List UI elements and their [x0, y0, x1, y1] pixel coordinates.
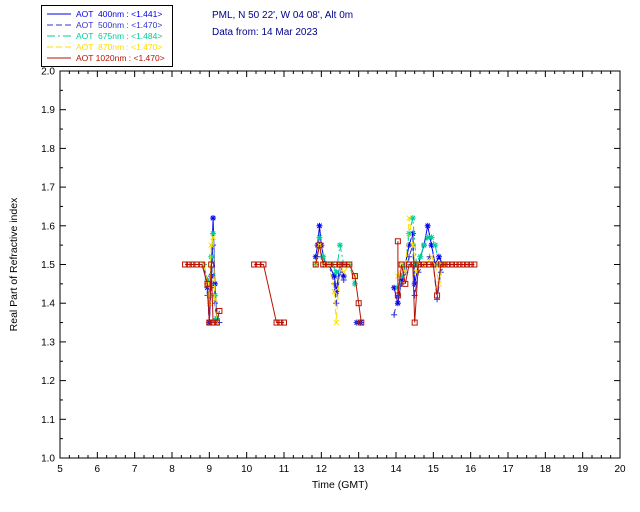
series-line-aot-1020nm — [254, 264, 284, 323]
y-tick-label: 1.5 — [41, 260, 55, 271]
y-tick-label: 1.1 — [41, 415, 55, 426]
series-aot-1020nm — [182, 238, 478, 326]
legend-line-sample-aot-400nm — [47, 13, 71, 15]
x-tick-label: 9 — [207, 464, 213, 475]
series-line-aot-1020nm — [315, 245, 362, 323]
y-tick-label: 1.4 — [41, 299, 55, 310]
x-tick-label: 12 — [316, 464, 328, 475]
legend-label-aot-500nm: AOT 500nm : <1.470> — [76, 20, 163, 30]
legend-entry-aot-400nm: AOT 400nm : <1.441> — [46, 9, 165, 19]
legend-line-sample-aot-870nm — [47, 46, 71, 48]
legend-entry-aot-500nm: AOT 500nm : <1.470> — [46, 20, 165, 30]
legend-line-sample-aot-675nm — [47, 35, 71, 37]
y-tick-label: 1.7 — [41, 183, 55, 194]
series-aot-500nm — [200, 242, 448, 326]
legend-label-aot-1020nm: AOT 1020nm : <1.470> — [76, 53, 165, 63]
x-tick-label: 11 — [279, 464, 290, 475]
x-tick-label: 10 — [241, 464, 253, 475]
x-tick-label: 16 — [465, 464, 477, 475]
legend-label-aot-675nm: AOT 675nm : <1.484> — [76, 31, 163, 41]
legend-box: AOT 400nm : <1.441> AOT 500nm : <1.470> AO… — [41, 5, 173, 67]
x-tick-label: 7 — [132, 464, 138, 475]
x-axis-title: Time (GMT) — [312, 479, 368, 491]
y-tick-label: 1.8 — [41, 144, 55, 155]
y-tick-label: 2.0 — [41, 67, 55, 78]
data-date-text: Data from: 14 Mar 2023 — [212, 27, 318, 38]
axes — [59, 70, 621, 459]
legend-label-aot-400nm: AOT 400nm : <1.441> — [76, 9, 163, 19]
legend-entry-aot-1020nm: AOT 1020nm : <1.470> — [46, 53, 165, 63]
series-aot-675nm — [200, 215, 446, 322]
legend-line-sample-aot-500nm — [47, 24, 71, 26]
x-tick-label: 17 — [502, 464, 514, 475]
y-tick-label: 1.0 — [41, 454, 55, 465]
legend-line-sample-aot-1020nm — [47, 57, 71, 59]
legend-label-aot-870nm: AOT 870nm : <1.470> — [76, 42, 163, 52]
y-tick-label: 1.9 — [41, 105, 55, 116]
y-tick-label: 1.3 — [41, 337, 55, 348]
y-tick-label: 1.6 — [41, 221, 55, 232]
header-box: PML, N 50 22', W 04 08', Alt 0m Data fro… — [212, 7, 353, 41]
y-axis-title: Real Part of Refractive index — [8, 197, 20, 331]
series-line-aot-1020nm — [397, 241, 475, 323]
series-line-aot-675nm — [397, 217, 443, 288]
x-tick-label: 19 — [577, 464, 589, 475]
x-tick-label: 8 — [169, 464, 175, 475]
x-tick-label: 5 — [57, 464, 63, 475]
legend-entry-aot-675nm: AOT 675nm : <1.484> — [46, 31, 165, 41]
x-tick-label: 15 — [428, 464, 440, 475]
x-tick-label: 18 — [540, 464, 552, 475]
legend-entry-aot-870nm: AOT 870nm : <1.470> — [46, 42, 165, 52]
x-tick-label: 14 — [390, 464, 402, 475]
tick-labels: 5 6 7 8 9 10 11 12 13 14 15 16 17 18 19 20 1.0 1.1 1.2 1.3 1… — [41, 67, 626, 476]
x-tick-label: 20 — [614, 464, 626, 475]
x-tick-label: 6 — [95, 464, 101, 475]
x-tick-label: 13 — [353, 464, 365, 475]
site-info-text: PML, N 50 22', W 04 08', Alt 0m — [212, 10, 354, 21]
y-tick-label: 1.2 — [41, 376, 55, 387]
